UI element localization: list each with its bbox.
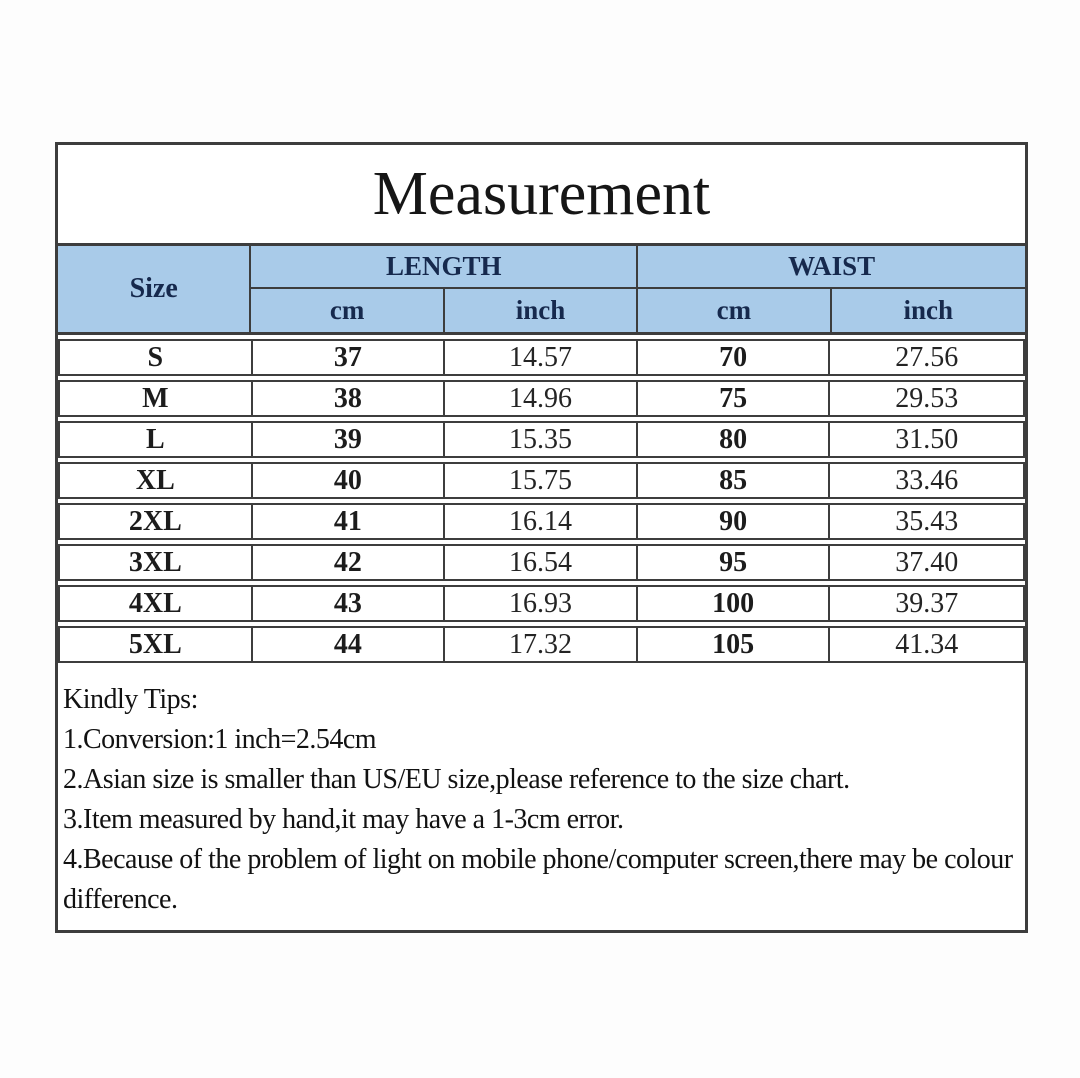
waist-inch-cell: 37.40 bbox=[895, 546, 959, 578]
size-cell: L bbox=[60, 423, 253, 456]
tip-item: 4.Because of the problem of light on mob… bbox=[63, 844, 1013, 915]
waist-inch-cell: 29.53 bbox=[895, 382, 959, 414]
waist-cm-cell: 80 bbox=[638, 423, 831, 456]
size-cell: M bbox=[60, 382, 253, 415]
length-inch-cell: 15.35 bbox=[445, 423, 638, 456]
size-cell: 4XL bbox=[60, 587, 253, 620]
table-row: L 39 15.35 80 31.50 bbox=[58, 421, 1025, 458]
waist-cm-cell: 90 bbox=[638, 505, 831, 538]
size-cell: 3XL bbox=[60, 546, 253, 579]
waist-inch-cell: 33.46 bbox=[895, 464, 959, 496]
size-table-header: Size LENGTH WAIST cm inch cm inch bbox=[58, 246, 1025, 335]
column-header-waist-cm: cm bbox=[638, 289, 832, 332]
length-inch-cell: 16.54 bbox=[445, 546, 638, 579]
table-row: 4XL 43 16.93 100 39.37 bbox=[58, 585, 1025, 622]
length-cm-cell: 38 bbox=[253, 382, 446, 415]
column-group-length: LENGTH bbox=[251, 246, 639, 289]
size-cell: XL bbox=[60, 464, 253, 497]
tips-heading: Kindly Tips: bbox=[63, 684, 198, 715]
column-header-waist-inch: inch bbox=[903, 295, 954, 325]
waist-inch-cell: 35.43 bbox=[895, 505, 959, 537]
kindly-tips-section: Kindly Tips: 1.Conversion:1 inch=2.54cm 2… bbox=[58, 667, 1025, 920]
column-header-size: Size bbox=[58, 246, 252, 332]
page-title: Measurement bbox=[58, 145, 1025, 246]
column-group-waist: WAIST bbox=[638, 246, 1025, 289]
size-table-body: S 37 14.57 70 27.56 M 38 14.96 75 29.53 … bbox=[58, 335, 1025, 663]
tip-item: 2.Asian size is smaller than US/EU size,… bbox=[63, 764, 850, 795]
waist-inch-cell: 27.56 bbox=[895, 341, 959, 373]
measurement-card: Measurement Size LENGTH WAIST cm inch cm… bbox=[55, 142, 1028, 933]
table-row: XL 40 15.75 85 33.46 bbox=[58, 462, 1025, 499]
length-cm-cell: 42 bbox=[253, 546, 446, 579]
waist-cm-cell: 85 bbox=[638, 464, 831, 497]
column-header-length-inch: inch bbox=[445, 289, 639, 332]
length-inch-cell: 17.32 bbox=[445, 628, 638, 661]
length-cm-cell: 39 bbox=[253, 423, 446, 456]
length-inch-cell: 16.14 bbox=[445, 505, 638, 538]
length-cm-cell: 43 bbox=[253, 587, 446, 620]
table-row: 2XL 41 16.14 90 35.43 bbox=[58, 503, 1025, 540]
length-cm-cell: 40 bbox=[253, 464, 446, 497]
length-inch-cell: 16.93 bbox=[445, 587, 638, 620]
table-row: 3XL 42 16.54 95 37.40 bbox=[58, 544, 1025, 581]
length-inch-cell: 15.75 bbox=[445, 464, 638, 497]
size-cell: S bbox=[60, 341, 253, 374]
waist-inch-cell: 41.34 bbox=[895, 628, 959, 660]
length-cm-cell: 41 bbox=[253, 505, 446, 538]
length-cm-cell: 37 bbox=[253, 341, 446, 374]
length-cm-cell: 44 bbox=[253, 628, 446, 661]
waist-inch-cell: 39.37 bbox=[895, 587, 959, 619]
table-row: M 38 14.96 75 29.53 bbox=[58, 380, 1025, 417]
waist-cm-cell: 95 bbox=[638, 546, 831, 579]
length-inch-cell: 14.96 bbox=[445, 382, 638, 415]
table-row: S 37 14.57 70 27.56 bbox=[58, 339, 1025, 376]
table-row: 5XL 44 17.32 105 41.34 bbox=[58, 626, 1025, 663]
size-cell: 2XL bbox=[60, 505, 253, 538]
tip-item: 1.Conversion:1 inch=2.54cm bbox=[63, 724, 377, 755]
waist-cm-cell: 70 bbox=[638, 341, 831, 374]
waist-cm-cell: 75 bbox=[638, 382, 831, 415]
waist-inch-cell: 31.50 bbox=[895, 423, 959, 455]
length-inch-cell: 14.57 bbox=[445, 341, 638, 374]
waist-cm-cell: 100 bbox=[638, 587, 831, 620]
waist-cm-cell: 105 bbox=[638, 628, 831, 661]
size-cell: 5XL bbox=[60, 628, 253, 661]
column-header-length-cm: cm bbox=[251, 289, 445, 332]
tip-item: 3.Item measured by hand,it may have a 1-… bbox=[63, 804, 624, 835]
